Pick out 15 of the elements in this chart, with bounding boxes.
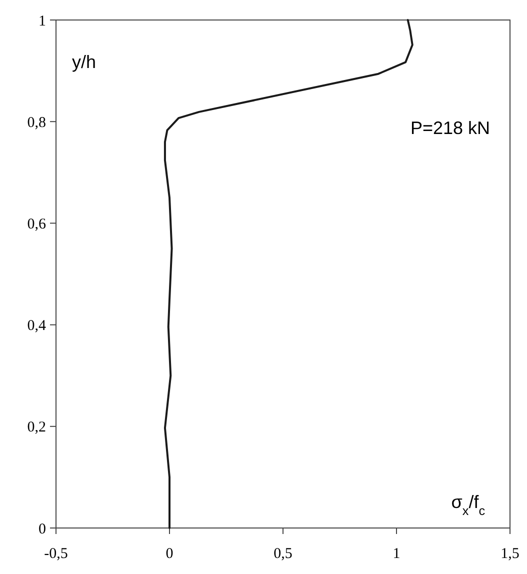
- y-tick-label: 0,8: [27, 114, 46, 131]
- line-series: [164, 19, 414, 529]
- y-tick-label: 0: [38, 521, 46, 538]
- y-tick-label: 0,4: [27, 318, 46, 334]
- y-tick-label: 0,2: [27, 420, 46, 436]
- y-tick-label: 1: [38, 13, 46, 30]
- y-tick-label: 0,6: [27, 216, 46, 232]
- annotation: P=218 kN: [410, 118, 490, 138]
- x-tick-label: 0: [166, 546, 174, 562]
- x-axis-title: σ$_{x}$/f$_{c}$: [451, 492, 485, 518]
- x-tick-label: 0,5: [274, 546, 292, 562]
- x-tick-label: 1,5: [500, 546, 520, 562]
- x-tick-label: 1: [392, 546, 400, 562]
- y-axis-title: y/h: [72, 52, 96, 72]
- x-tick-label: -0,5: [44, 546, 68, 562]
